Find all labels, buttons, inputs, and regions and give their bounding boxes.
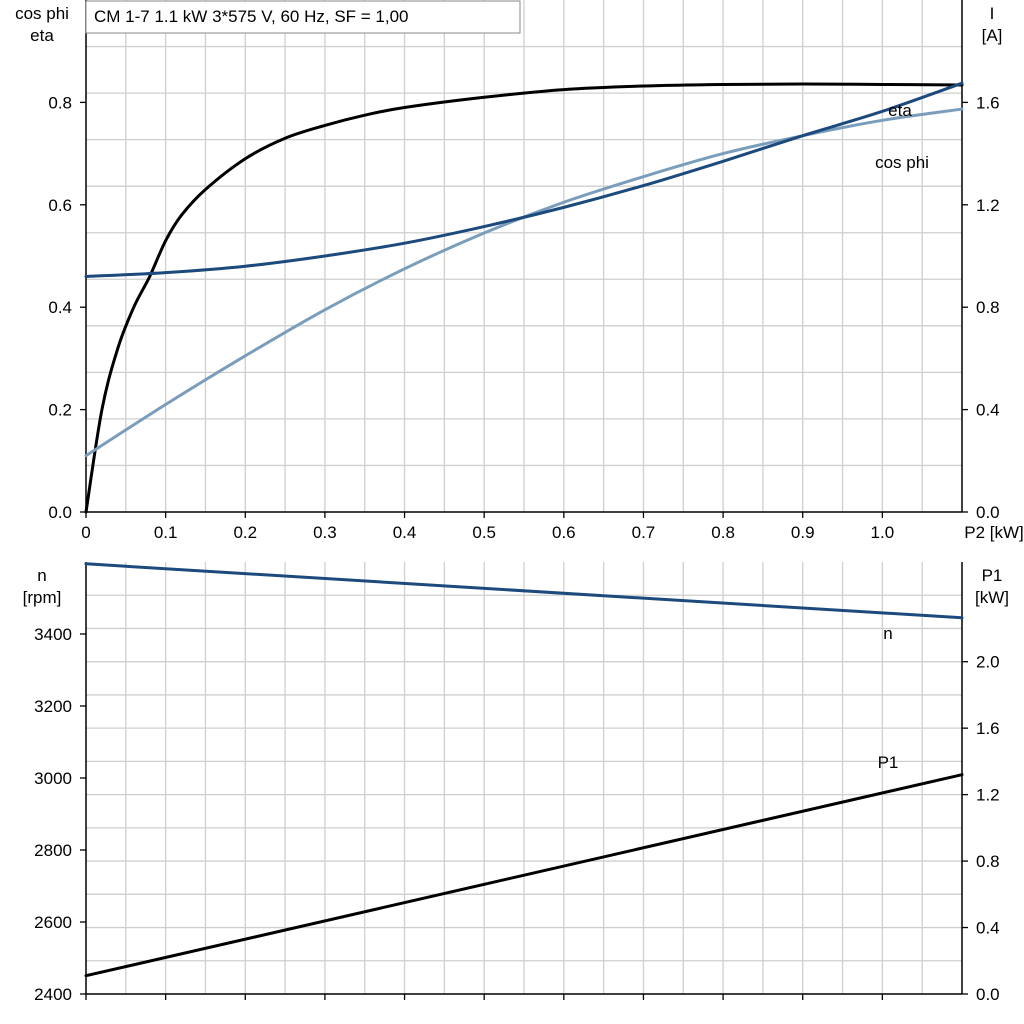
series-label-cos-phi: cos phi [875,153,929,172]
panel1-left-axis-label: eta [30,26,54,45]
panel1-x-tick-label: 0.8 [711,523,735,542]
series-label-n: n [883,624,892,643]
panel1-right-tick-label: 1.6 [976,93,1000,112]
panel1-left-axis-label: cos phi [15,4,69,23]
panel1-series-i-line [84,81,964,278]
panel1-x-tick-label: 0.5 [472,523,496,542]
panel1-x-tick-label: 0.4 [393,523,417,542]
panel2-series-n-line [84,562,964,620]
panel1-series-eta-line [84,82,964,514]
panel1-x-tick-label: 0.9 [791,523,815,542]
panel2-left-axis-label: [rpm] [23,588,62,607]
panel2-left-tick-label: 3400 [34,625,72,644]
panel1-right-axis-label: [A] [982,26,1003,45]
panel2-right-tick-label: 0.4 [976,919,1000,938]
panel2-right-tick-label: 0.8 [976,852,1000,871]
panel1-x-axis-label: P2 [kW] [964,523,1024,542]
panel2-series-p1-line [84,773,964,978]
panel2-right-axis-label: P1 [982,566,1003,585]
panel1-left-tick-label: 0.6 [48,196,72,215]
panel2-right-axis-label: [kW] [975,588,1009,607]
series-label-p1: P1 [878,753,899,772]
panel1-x-tick-label: 0.7 [632,523,656,542]
panel2-right-tick-label: 0.0 [976,985,1000,1004]
panel2-grid [86,562,962,994]
panel2-left-tick-label: 2400 [34,985,72,1004]
panel1-x-tick-label: 0 [81,523,90,542]
panel1-left-tick-label: 0.4 [48,298,72,317]
panel2-right-tick-label: 2.0 [976,653,1000,672]
panel1-x-tick-label: 0.6 [552,523,576,542]
panel1-x-tick-label: 0.3 [313,523,337,542]
panel1-right-tick-label: 0.0 [976,503,1000,522]
panel1-x-tick-label: 0.2 [233,523,257,542]
panel2-left-tick-label: 2800 [34,841,72,860]
series-label-eta: eta [888,101,912,120]
panel1-left-tick-label: 0.0 [48,503,72,522]
panel2-right-tick-label: 1.2 [976,786,1000,805]
panel1-right-tick-label: 0.8 [976,298,1000,317]
panel1-right-tick-label: 0.4 [976,401,1000,420]
panel1-right-tick-label: 1.2 [976,196,1000,215]
panel1-left-tick-label: 0.8 [48,93,72,112]
chart-title-box [85,0,521,34]
panel1-x-tick-label: 0.1 [154,523,178,542]
panel2-right-tick-label: 1.6 [976,719,1000,738]
panel1-left-tick-label: 0.2 [48,401,72,420]
panel2-left-tick-label: 3000 [34,769,72,788]
panel2-left-tick-label: 3200 [34,697,72,716]
chart-title: CM 1-7 1.1 kW 3*575 V, 60 Hz, SF = 1,00 [94,7,409,26]
panel2-left-axis-label: n [37,566,46,585]
panel1-grid [86,0,962,512]
panel1-right-axis-label: I [990,4,995,23]
panel1-x-tick-label: 1.0 [871,523,895,542]
panel2-left-tick-label: 2600 [34,913,72,932]
